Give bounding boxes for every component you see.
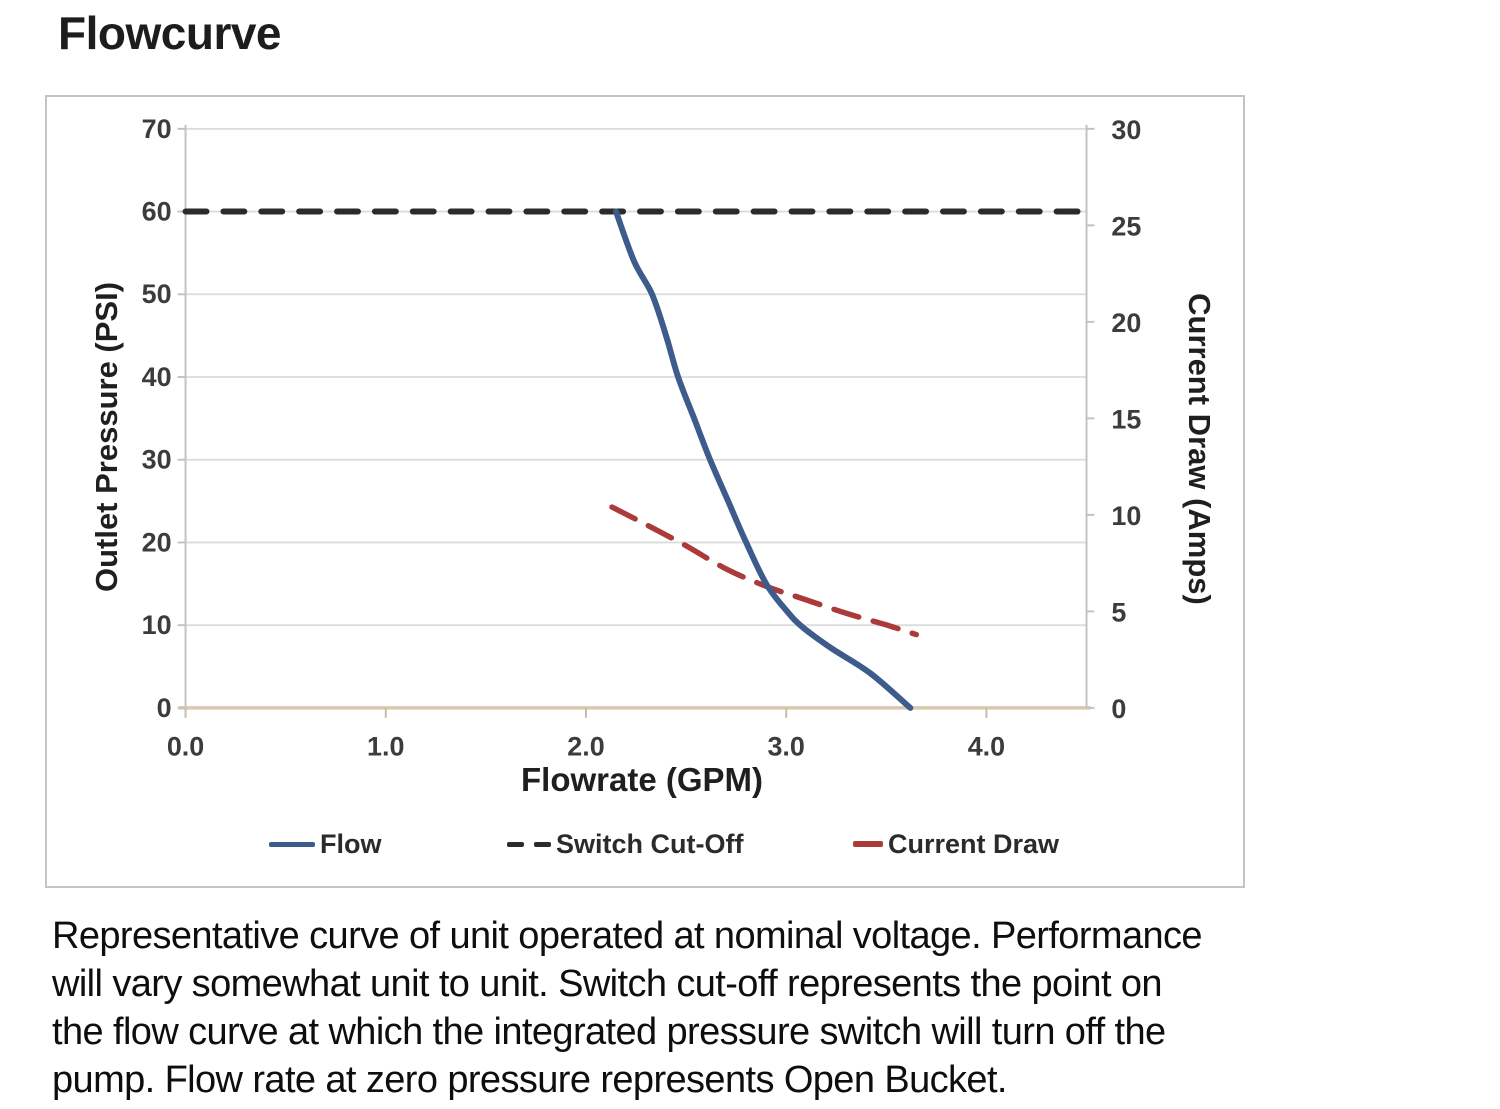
legend-item-current-draw: Current Draw — [853, 826, 1059, 862]
current-draw-swatch — [853, 841, 883, 847]
caption-paragraph: Representative curve of unit operated at… — [52, 915, 1203, 1101]
x-tick-label: 3.0 — [767, 732, 804, 762]
y-left-tick-label: 70 — [142, 114, 172, 144]
x-tick-label: 1.0 — [367, 732, 404, 762]
current-draw-line — [609, 504, 920, 638]
switch-cut-off-swatch — [507, 841, 551, 847]
legend-item-flow: Flow — [269, 826, 382, 862]
x-tick-label: 4.0 — [968, 732, 1005, 762]
y-left-tick-label: 60 — [142, 197, 172, 227]
legend-label-current-draw: Current Draw — [888, 828, 1060, 859]
y-axis-left-title: Outlet Pressure (PSI) — [89, 281, 124, 593]
legend-label-switch-cut-off: Switch Cut-Off — [556, 828, 744, 859]
y-right-tick-label: 15 — [1111, 404, 1141, 434]
y-right-tick-label: 0 — [1111, 694, 1126, 724]
y-right-tick-label: 10 — [1111, 501, 1141, 531]
y-left-tick-label: 40 — [142, 362, 172, 392]
legend-item-switch-cut-off: Switch Cut-Off — [507, 826, 743, 862]
flowcurve-chart-panel: 70 60 50 40 30 20 10 0 30 25 20 15 10 5 0 0.0 1.0 2.0 3.0 4… — [45, 95, 1245, 888]
y-left-tick-label: 10 — [142, 610, 172, 640]
y-left-tick-label: 20 — [142, 527, 172, 557]
y-right-tick-label: 20 — [1111, 308, 1141, 338]
chart-legend: Flow Switch Cut-Off Current Draw — [47, 826, 1247, 862]
x-tick-label: 2.0 — [567, 732, 604, 762]
y-left-tick-label: 0 — [157, 693, 172, 723]
y-axis-right-title: Current Draw (Amps) — [1182, 293, 1217, 605]
y-left-tick-label: 50 — [142, 279, 172, 309]
flow-line — [613, 208, 914, 711]
page-title: Flowcurve — [58, 7, 282, 59]
y-right-tick-label: 5 — [1111, 597, 1126, 627]
y-left-tick-label: 30 — [142, 445, 172, 475]
x-tick-label: 0.0 — [167, 732, 204, 762]
y-right-tick-label: 25 — [1111, 211, 1141, 241]
flow-line-swatch — [269, 841, 315, 847]
y-right-tick-label: 30 — [1111, 115, 1141, 145]
legend-label-flow: Flow — [320, 828, 382, 859]
x-axis-title: Flowrate (GPM) — [520, 761, 764, 798]
